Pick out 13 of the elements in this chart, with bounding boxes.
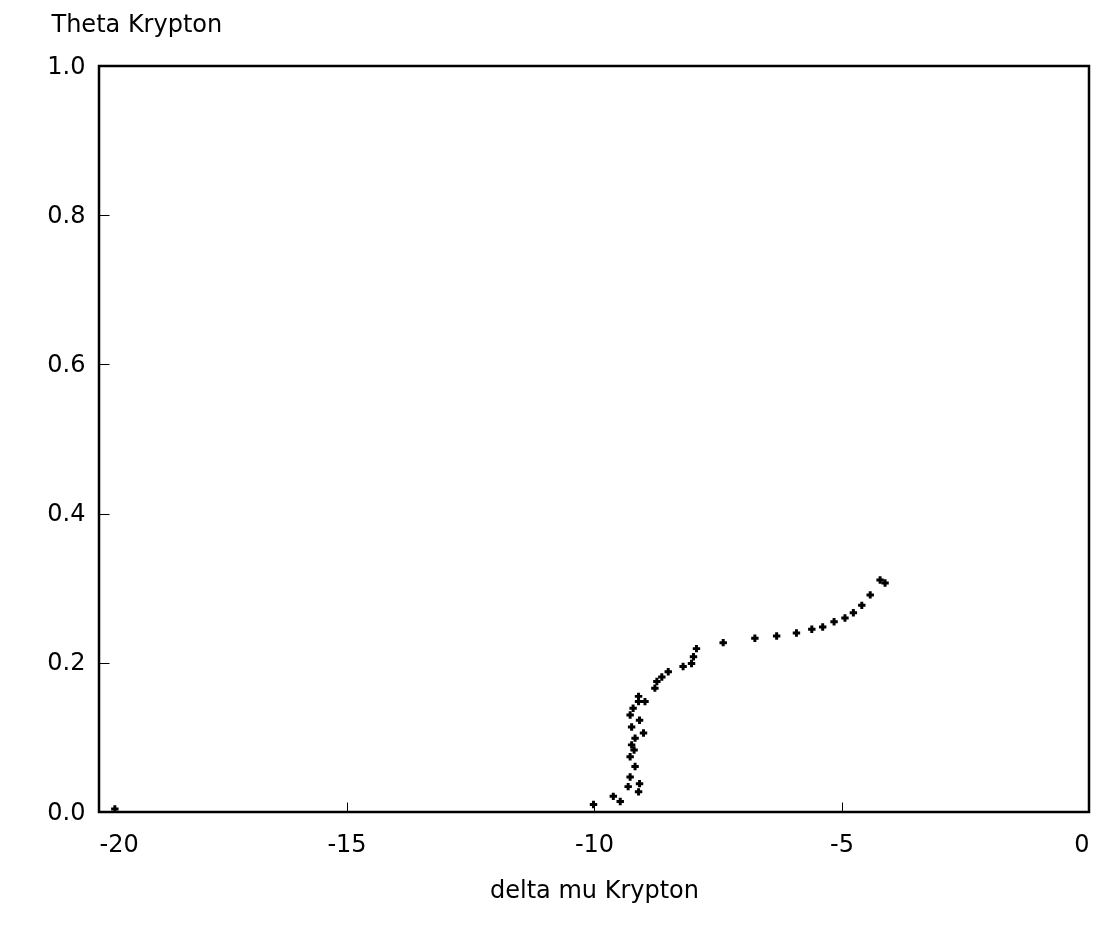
x-tick-label: -15 <box>327 829 367 858</box>
y-axis-title: Theta Krypton <box>50 9 223 38</box>
x-tick-label: -5 <box>830 829 854 858</box>
y-tick-label: 1.0 <box>47 51 86 80</box>
y-tick-label: 0.4 <box>47 499 86 528</box>
y-tick-label: 0.2 <box>47 648 86 677</box>
y-tick-label: 0.8 <box>47 200 86 229</box>
x-tick-label: -10 <box>574 829 615 858</box>
x-tick-label: -20 <box>99 829 139 858</box>
x-tick-label: 0 <box>1074 829 1090 858</box>
x-axis-title: delta mu Krypton <box>490 875 699 904</box>
y-tick-label: 0.0 <box>47 797 86 826</box>
y-tick-label: 0.6 <box>47 349 86 378</box>
